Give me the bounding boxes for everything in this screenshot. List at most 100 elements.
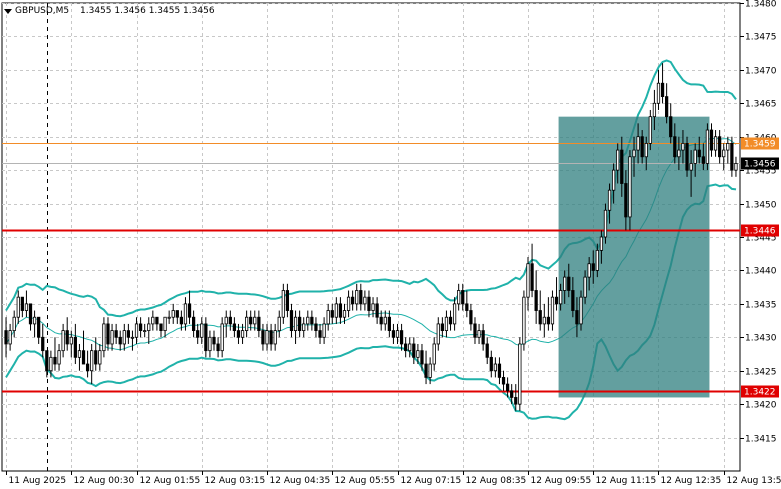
candle-body-bull	[326, 310, 330, 325]
candle-body-bear	[709, 129, 714, 151]
candle-body-bull	[628, 156, 632, 218]
candle-body-bull	[457, 290, 461, 305]
candle	[563, 270, 567, 304]
candle	[697, 136, 701, 164]
candle	[171, 303, 175, 324]
candle	[302, 317, 306, 338]
candle-body-bear	[228, 316, 232, 325]
y-tick-label: 1.3465	[745, 100, 777, 110]
candle-body-bull	[302, 323, 306, 331]
candle	[322, 317, 326, 344]
candle	[61, 323, 65, 358]
candle-body-bull	[612, 169, 616, 191]
candle-body-bear	[179, 316, 184, 325]
candle	[526, 257, 530, 311]
candle-body-bear	[404, 343, 408, 352]
candle	[367, 290, 371, 318]
candle-body-bear	[448, 316, 453, 325]
candle	[375, 297, 379, 324]
candle-body-bull	[542, 316, 546, 325]
candle	[163, 316, 167, 338]
candle-body-bull	[444, 316, 449, 332]
badge-bid	[741, 157, 779, 170]
candle	[289, 303, 294, 338]
candle	[49, 350, 53, 378]
candle-body-bull	[163, 316, 167, 332]
candle	[603, 203, 608, 244]
candle	[318, 323, 322, 344]
candle-body-bull	[693, 149, 697, 164]
candle	[351, 290, 355, 311]
candle	[387, 310, 391, 338]
candle	[624, 170, 628, 231]
candle-body-bear	[310, 316, 314, 325]
candle-body-bull	[147, 323, 151, 331]
candle-body-bull	[607, 189, 612, 211]
candle-body-bear	[106, 323, 110, 345]
candle	[114, 323, 118, 344]
candle-body-bear	[28, 303, 33, 325]
candle-body-bear	[138, 323, 143, 331]
candle	[538, 290, 542, 331]
candle	[147, 317, 151, 344]
y-tick-label: 1.3450	[745, 201, 777, 211]
candle-body-bull	[306, 316, 310, 325]
candle	[709, 123, 714, 157]
candle	[37, 316, 41, 344]
candle-body-bull	[355, 290, 359, 305]
candle	[191, 310, 196, 338]
candle	[571, 277, 575, 318]
symbol-triangle-icon	[4, 9, 12, 14]
price-axis[interactable]: 1.34151.34201.34251.34301.34351.34401.34…	[740, 0, 777, 445]
candle-body-bear	[359, 290, 363, 305]
candle	[493, 357, 497, 378]
candle	[41, 323, 45, 358]
y-tick-label: 1.3445	[745, 234, 777, 244]
candle	[236, 323, 241, 344]
time-axis[interactable]: 11 Aug 2025 12 Aug 00:30 12 Aug 01:55 12 Au…	[6, 471, 781, 486]
candle	[281, 283, 285, 324]
candle	[134, 317, 139, 344]
candle	[363, 290, 367, 311]
candle	[587, 257, 591, 291]
candle-body-bull	[220, 323, 224, 352]
candle-body-bear	[567, 276, 571, 291]
candle-body-bear	[37, 316, 41, 338]
candle-body-bear	[175, 310, 179, 318]
badge-support	[741, 385, 779, 398]
candle	[408, 337, 412, 358]
candle	[648, 109, 652, 151]
chart-header: GBPUSD,M5 1.3455 1.3456 1.3455 1.3456	[4, 6, 215, 16]
candle	[143, 323, 147, 338]
candle-body-bear	[114, 330, 118, 338]
y-tick-label: 1.3425	[745, 368, 777, 378]
candle-body-bear	[338, 303, 343, 318]
candle-body-bear	[412, 343, 416, 358]
candle-body-bear	[314, 323, 318, 331]
y-tick-label: 1.3440	[745, 267, 777, 277]
candle-body-bear	[330, 310, 334, 318]
candle	[677, 136, 681, 171]
x-tick-label: 12 Aug 07:15	[401, 476, 462, 486]
x-tick-label: 12 Aug 12:35	[661, 476, 722, 486]
candle	[314, 317, 318, 338]
candle	[224, 310, 228, 338]
candle-body-bear	[204, 323, 208, 352]
candle-body-bear	[673, 136, 677, 158]
candle-body-bear	[510, 390, 514, 398]
candle-body-bull	[8, 330, 12, 345]
candle	[371, 297, 375, 318]
candle-body-bear	[216, 343, 220, 352]
candle-body-bull	[49, 356, 53, 372]
x-tick-label: 12 Aug 04:35	[270, 476, 331, 486]
candle	[669, 103, 673, 144]
candlestick-series	[4, 63, 738, 411]
candle	[722, 143, 726, 171]
candle-body-bear	[4, 330, 8, 345]
candle-body-bull	[240, 330, 245, 338]
candle	[481, 323, 485, 351]
candle	[656, 69, 661, 110]
candle-body-bull	[644, 142, 648, 158]
candle-body-bear	[269, 330, 273, 345]
